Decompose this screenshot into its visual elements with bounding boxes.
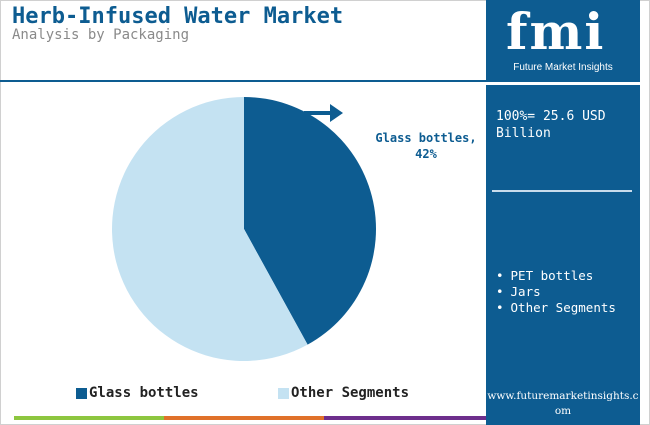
legend-item-other-segments: Other Segments [278, 383, 409, 403]
segment-item: Other Segments [496, 300, 616, 316]
sidebar-divider [492, 190, 632, 192]
logo: fmi [506, 2, 606, 61]
other-segments-list: PET bottles Jars Other Segments [496, 268, 616, 316]
logo-area: fmi Future Market Insights [486, 0, 640, 85]
pie-chart [112, 97, 377, 361]
bottom-bar-purple [324, 416, 486, 420]
website-link[interactable]: www.futuremarketinsights.com [487, 390, 639, 417]
legend-label-glass: Glass bottles [89, 385, 199, 401]
legend-swatch-other [278, 387, 289, 399]
title-divider [0, 80, 486, 82]
segment-item: Jars [496, 284, 616, 300]
slice-data-label: Glass bottles, 42% [375, 131, 477, 161]
pie-slices [112, 97, 377, 361]
page-title: Herb-Infused Water Market [12, 4, 344, 29]
page-subtitle: Analysis by Packaging [12, 27, 190, 43]
sidebar-panel: fmi Future Market Insights 100%= 25.6 US… [486, 0, 640, 425]
callout-arrow [304, 104, 343, 122]
pie-slice-other-segments [112, 97, 308, 361]
pie-slice-glass-bottles [244, 97, 377, 345]
legend-label-other: Other Segments [291, 385, 410, 401]
bottom-bar-orange [164, 416, 324, 420]
logo-subtitle: Future Market Insights [513, 62, 613, 73]
market-total: 100%= 25.6 USD Billion [496, 109, 606, 141]
callout-arrow-head [330, 104, 343, 122]
segment-item: PET bottles [496, 268, 616, 284]
bottom-bar-green [14, 416, 164, 420]
legend-item-glass-bottles: Glass bottles [76, 383, 199, 403]
legend-swatch-glass [76, 387, 87, 399]
